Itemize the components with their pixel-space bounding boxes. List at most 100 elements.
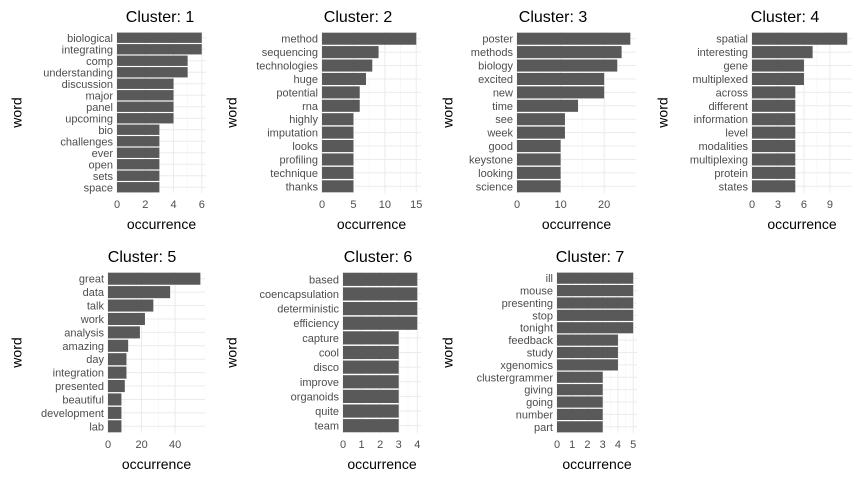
bar-level	[752, 126, 796, 139]
bar-gene	[752, 59, 804, 72]
bar-open	[117, 159, 160, 170]
y-tick-label: gene	[724, 61, 748, 73]
y-tick-label: great	[79, 274, 104, 286]
bar-upcoming	[117, 113, 174, 124]
y-tick-label: sets	[93, 171, 114, 183]
bar-organoids	[343, 389, 399, 403]
bar-biological	[117, 32, 202, 43]
x-tick-label: 4	[170, 199, 176, 211]
bar-mouse	[557, 285, 634, 297]
x-axis-label: occurrence	[337, 216, 406, 232]
y-axis-label: word	[224, 337, 240, 368]
bar-coencapsulation	[343, 287, 418, 301]
bar-ever	[117, 147, 160, 158]
x-tick-label: 1	[359, 439, 365, 451]
bar-potential	[322, 86, 360, 99]
bar-quite	[343, 404, 399, 418]
y-tick-label: information	[694, 114, 748, 126]
y-axis-label: word	[224, 97, 240, 128]
y-tick-label: biological	[67, 33, 113, 45]
x-tick-label: 0	[340, 439, 346, 451]
y-tick-label: technique	[270, 168, 318, 180]
y-tick-label: thanks	[286, 181, 319, 193]
bar-looking	[517, 166, 561, 179]
y-tick-label: stop	[532, 310, 553, 322]
x-tick-label: 4	[414, 439, 420, 451]
panel-title: Cluster: 7	[556, 249, 625, 266]
x-tick-label: 10	[379, 199, 391, 211]
y-axis-label: word	[9, 337, 25, 368]
y-tick-label: see	[495, 114, 513, 126]
bar-ill	[557, 272, 634, 284]
y-tick-label: open	[89, 159, 113, 171]
bar-beautiful	[108, 393, 122, 406]
y-tick-label: upcoming	[65, 113, 113, 125]
y-tick-label: disco	[313, 362, 339, 374]
bar-capture	[343, 331, 399, 345]
y-tick-label: amazing	[62, 341, 104, 353]
plot-background	[322, 32, 421, 193]
x-tick-label: 2	[377, 439, 383, 451]
panel-title: Cluster: 2	[324, 9, 393, 26]
x-tick-label: 2	[584, 439, 590, 451]
y-tick-label: poster	[482, 34, 513, 46]
x-tick-label: 5	[350, 199, 356, 211]
bar-poster	[517, 32, 631, 45]
y-tick-label: different	[708, 101, 748, 113]
x-tick-label: 3	[775, 199, 781, 211]
y-axis-label: word	[9, 97, 25, 128]
bar-biology	[517, 59, 618, 72]
bar-technique	[322, 166, 354, 179]
bar-great	[108, 272, 201, 285]
y-tick-label: organoids	[291, 391, 340, 403]
x-axis-label: occurrence	[122, 456, 191, 472]
bar-giving	[557, 384, 603, 396]
bar-multiplexed	[752, 72, 804, 85]
y-tick-label: comp	[86, 56, 113, 68]
bar-deterministic	[343, 302, 418, 316]
x-axis-label: occurrence	[127, 216, 196, 232]
y-tick-label: study	[527, 348, 554, 360]
x-tick-label: 0	[114, 199, 120, 211]
x-tick-label: 10	[554, 199, 566, 211]
bar-talk	[108, 299, 154, 312]
bar-study	[557, 346, 618, 359]
y-tick-label: biology	[478, 61, 513, 73]
y-tick-label: improve	[300, 377, 339, 389]
y-tick-label: imputation	[267, 128, 318, 140]
bar-highly	[322, 113, 354, 126]
x-tick-label: 3	[600, 439, 606, 451]
y-axis-label: word	[440, 97, 456, 128]
bar-methods	[517, 46, 622, 59]
y-tick-label: quite	[315, 406, 339, 418]
x-tick-label: 0	[554, 439, 560, 451]
y-tick-label: challenges	[60, 136, 113, 148]
panel-title: Cluster: 5	[108, 249, 177, 266]
y-tick-label: integration	[53, 368, 104, 380]
bar-amazing	[108, 339, 129, 352]
y-tick-label: capture	[302, 333, 339, 345]
bar-information	[752, 113, 796, 126]
bar-science	[517, 180, 561, 193]
bar-method	[322, 32, 417, 45]
bar-presenting	[557, 297, 634, 309]
plot-background	[517, 32, 636, 193]
bar-work	[108, 312, 145, 325]
y-tick-label: xgenomics	[500, 360, 553, 372]
y-tick-label: work	[80, 314, 105, 326]
bar-new	[517, 86, 605, 99]
bar-sequencing	[322, 46, 379, 59]
x-tick-label: 0	[319, 199, 325, 211]
y-tick-label: method	[281, 34, 318, 46]
y-tick-label: profiling	[279, 154, 318, 166]
bar-space	[117, 182, 160, 193]
bar-lab	[108, 420, 122, 433]
y-tick-label: new	[493, 87, 513, 99]
y-tick-label: lab	[89, 421, 104, 433]
y-tick-label: day	[86, 354, 104, 366]
y-tick-label: sequencing	[262, 47, 318, 59]
